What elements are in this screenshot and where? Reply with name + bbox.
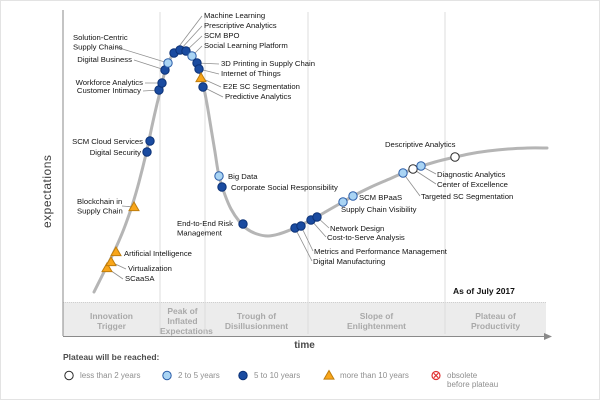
point-label-scaasa: SCaaSA [125, 274, 155, 283]
point-label-scm-cloud-services: SCM Cloud Services [72, 137, 143, 146]
point-marker-center-of-excellence [408, 164, 418, 174]
phase-label-trough-of-disillusionment: Trough of Disillusionment [224, 311, 289, 331]
point-label-metrics-and-performance-management: Metrics and Performance Management [314, 247, 448, 256]
point-label-artificial-intelligence: Artificial Intelligence [124, 249, 192, 258]
leader-line-targeted-sc-segmentation [402, 172, 421, 197]
point-label-center-of-excellence: Center of Excellence [437, 180, 508, 189]
point-label-prescriptive-analytics: Prescriptive Analytics [204, 21, 277, 30]
legend-item-more-than-10-years: more than 10 years [322, 369, 409, 382]
phase-label-innovation-trigger: Innovation Trigger [90, 311, 133, 331]
legend-label: 2 to 5 years [178, 371, 220, 380]
point-label-customer-intimacy: Customer Intimacy [77, 86, 141, 95]
point-label-descriptive-analytics: Descriptive Analytics [385, 140, 456, 149]
phase-band: Innovation Trigger Peak of Inflated Expectat… [63, 302, 546, 337]
point-label-social-learning-platform: Social Learning Platform [204, 41, 288, 50]
legend-marker-2to5-icon [162, 370, 172, 381]
legend-label: obsolete before plateau [447, 371, 499, 389]
point-marker-targeted-sc-segmentation [398, 168, 408, 178]
point-marker-solution-centric [163, 58, 173, 68]
point-label-internet-of-things: Internet of Things [221, 69, 281, 78]
point-marker-internet-of-things [194, 64, 204, 74]
point-label-digital-security: Digital Security [90, 148, 141, 157]
phase-label-plateau-of-productivity: Plateau of Productivity [470, 311, 521, 331]
legend-item-5-to-10-years: 5 to 10 years [236, 369, 300, 382]
point-marker-blockchain-in [128, 201, 140, 212]
leader-line-solution-centric [115, 46, 169, 64]
point-label-digital-manufacturing: Digital Manufacturing [313, 257, 385, 266]
point-label-corporate-social-responsibility: Corporate Social Responsibility [231, 183, 338, 192]
point-marker-scm-cloud-services [145, 136, 155, 146]
phase-label-slope-of-enlightenment: Slope of Enlightenment [346, 311, 407, 331]
point-marker-big-data [214, 171, 224, 181]
legend-marker-obsolete-icon [431, 370, 441, 381]
point-marker-social-learning-platform [187, 51, 197, 61]
point-label-solution-centric: Solution-Centric Supply Chains [73, 33, 128, 52]
point-label-scm-bpo: SCM BPO [204, 31, 239, 40]
legend-marker-gt10-icon [323, 369, 335, 380]
point-marker-digital-security [142, 147, 152, 157]
point-marker-end-to-end-risk [238, 219, 248, 229]
point-label-scm-bpaas: SCM BPaaS [359, 193, 402, 202]
legend-marker-gt10 [323, 369, 335, 380]
point-label-diagnostic-analytics: Diagnostic Analytics [437, 170, 506, 179]
point-label-supply-chain-visibility: Supply Chain Visibility [341, 205, 417, 214]
legend-marker-lt2-icon [64, 370, 74, 381]
point-label-digital-business: Digital Business [77, 55, 132, 64]
point-label-cost-to-serve-analysis: Cost-to-Serve Analysis [327, 233, 405, 242]
leader-line-prescriptive-analytics [179, 25, 203, 51]
y-axis-label: expectations [40, 154, 54, 228]
point-marker-network-design [312, 212, 322, 222]
point-marker-scaasa [101, 262, 113, 273]
point-marker-scm-bpaas [348, 191, 358, 201]
point-marker-corporate-social-responsibility [217, 182, 227, 192]
point-marker-virtualization [105, 256, 117, 267]
legend-title: Plateau will be reached: [63, 352, 160, 362]
legend-label: less than 2 years [80, 371, 141, 380]
legend-marker-5to10 [238, 370, 248, 381]
point-label-machine-learning: Machine Learning [204, 11, 265, 20]
point-label-network-design: Network Design [330, 224, 384, 233]
legend-marker-lt2 [64, 370, 74, 381]
point-label-workforce-analytics: Workforce Analytics [76, 78, 144, 87]
legend-marker-5to10-icon [238, 370, 248, 381]
point-label-e2e-sc-segmentation: E2E SC Segmentation [223, 82, 300, 91]
point-label-virtualization: Virtualization [128, 264, 172, 273]
as-of-date: As of July 2017 [453, 286, 515, 296]
point-marker-workforce-analytics [157, 78, 167, 88]
point-label-predictive-analytics: Predictive Analytics [225, 92, 291, 101]
point-label-end-to-end-risk: End-to-End Risk Management [177, 219, 233, 238]
leader-line-digital-manufacturing [294, 227, 313, 262]
point-marker-predictive-analytics [198, 82, 208, 92]
legend-label: 5 to 10 years [254, 371, 301, 380]
point-marker-artificial-intelligence [110, 246, 122, 257]
legend-item-less-than-2-years: less than 2 years [62, 369, 140, 382]
legend-item-2-to-5-years: 2 to 5 years [160, 369, 220, 382]
leader-line-digital-business [133, 59, 166, 71]
x-axis-label: time [294, 340, 315, 351]
point-label-targeted-sc-segmentation: Targeted SC Segmentation [421, 192, 513, 201]
point-marker-metrics-and-performance-management [296, 221, 306, 231]
legend-marker-2to5 [162, 370, 172, 381]
point-marker-descriptive-analytics [450, 152, 460, 162]
point-label-blockchain-in: Blockchain in Supply Chain [77, 197, 123, 216]
legend-label: more than 10 years [340, 371, 409, 380]
point-marker-diagnostic-analytics [416, 161, 426, 171]
point-label-big-data: Big Data [228, 172, 258, 181]
x-axis-arrow [544, 333, 552, 340]
phase-label-peak-of-inflated-expectations: Peak of Inflated Expectations [160, 306, 213, 336]
point-marker-e2e-sc-segmentation [195, 72, 207, 83]
point-marker-supply-chain-visibility [338, 197, 348, 207]
point-label-3d-printing-in-supply-chain: 3D Printing in Supply Chain [221, 59, 315, 68]
legend-item-obsolete: obsolete before plateau [429, 369, 498, 389]
legend-marker-obsolete [431, 370, 441, 381]
point-marker-scm-bpo [181, 46, 191, 56]
